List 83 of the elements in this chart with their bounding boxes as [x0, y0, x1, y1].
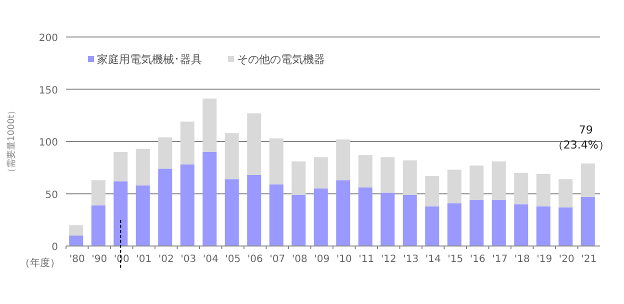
bar — [558, 179, 573, 208]
bar — [114, 181, 128, 246]
bar — [180, 164, 194, 246]
x-tick-label: '05 — [225, 254, 241, 265]
x-tick-label: '09 — [314, 254, 330, 265]
bar — [336, 139, 350, 180]
x-tick-label: '20 — [558, 254, 574, 265]
bar — [136, 185, 150, 246]
bar — [492, 161, 506, 200]
legend-label: その他の電気機器 — [237, 53, 325, 66]
x-tick-label: '10 — [336, 254, 352, 265]
bar — [470, 200, 484, 246]
x-tick-label: '02 — [158, 254, 174, 265]
bar — [380, 192, 395, 246]
bar — [269, 184, 284, 246]
bar — [91, 205, 106, 246]
bar — [314, 157, 328, 189]
bar — [292, 161, 306, 195]
bar — [447, 203, 462, 246]
bar — [202, 152, 217, 246]
x-tick-label: '03 — [180, 254, 196, 265]
bar — [224, 179, 239, 246]
bar — [314, 188, 328, 246]
x-tick-label: '01 — [136, 254, 152, 265]
annotation: （23.4%） — [552, 138, 610, 152]
bar — [69, 236, 84, 246]
bar — [158, 137, 172, 169]
bar — [425, 206, 440, 246]
x-tick-label: '17 — [492, 254, 508, 265]
y-tick-label: 50 — [45, 190, 58, 201]
bar — [247, 174, 262, 246]
x-tick-label: '80 — [69, 254, 85, 265]
bar — [536, 174, 550, 206]
bar — [202, 98, 217, 152]
y-tick-label: 150 — [38, 85, 58, 96]
bar — [492, 200, 506, 246]
bar — [402, 160, 417, 195]
bar — [358, 155, 372, 188]
bar — [358, 187, 372, 246]
bar — [402, 194, 417, 246]
x-tick-label: '06 — [247, 254, 263, 265]
bar — [336, 180, 350, 246]
y-tick-label: 100 — [38, 138, 58, 148]
annotation: 79 — [578, 123, 593, 136]
legend-label: 家庭用電気機械･器具 — [97, 53, 202, 66]
bar — [470, 166, 484, 200]
bar — [180, 122, 194, 164]
x-tick-label: '11 — [358, 254, 374, 265]
x-tick-label: '16 — [470, 254, 486, 265]
bar — [425, 176, 440, 206]
bar — [514, 204, 528, 246]
x-tick-label: '12 — [380, 254, 396, 265]
bar — [580, 163, 595, 197]
x-axis-title: （年度） — [20, 257, 60, 269]
x-tick-label: '07 — [270, 254, 286, 265]
x-tick-label: '19 — [536, 254, 552, 265]
bar — [580, 196, 595, 246]
x-tick-label: '04 — [202, 254, 218, 265]
x-tick-label: '14 — [425, 254, 441, 265]
x-tick-label: '15 — [448, 254, 464, 265]
bar — [158, 168, 172, 246]
x-tick-label: '90 — [92, 254, 108, 265]
bar — [447, 170, 462, 204]
bar — [514, 172, 528, 204]
x-tick-label: '08 — [292, 254, 308, 265]
bar — [91, 180, 106, 206]
bar — [380, 157, 395, 193]
x-tick-label: '00 — [114, 254, 130, 265]
bar — [114, 152, 128, 182]
bar — [536, 206, 550, 246]
bar — [292, 194, 306, 246]
x-tick-label: '18 — [514, 254, 530, 265]
y-axis-title: （需要量1000t） — [6, 106, 17, 178]
bar — [136, 148, 150, 186]
y-tick-label: 200 — [38, 33, 58, 44]
bar — [247, 113, 262, 175]
bar — [69, 225, 84, 236]
x-tick-label: '21 — [581, 254, 597, 265]
bar — [269, 138, 284, 184]
bar — [558, 207, 573, 246]
y-tick-label: 0 — [52, 242, 58, 253]
bar — [224, 133, 239, 180]
x-tick-label: '13 — [403, 254, 419, 265]
